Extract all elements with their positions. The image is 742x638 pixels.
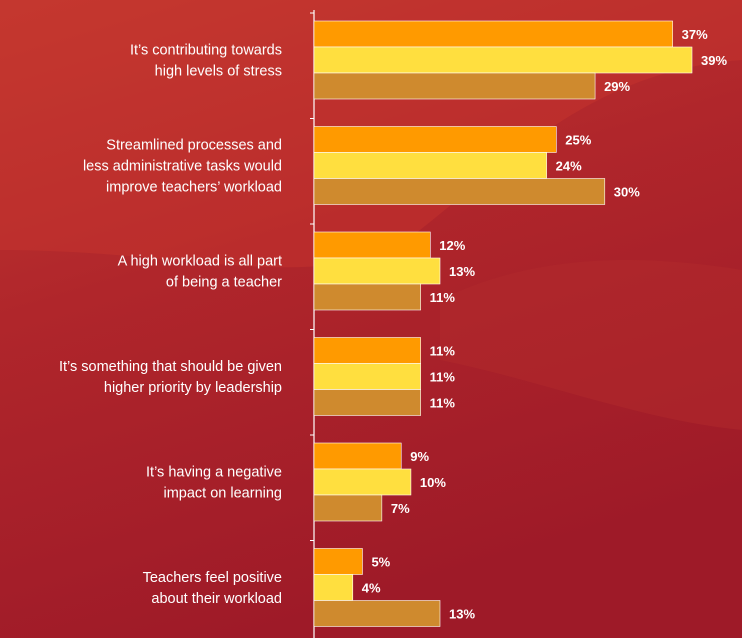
bar-series-1 [313, 548, 363, 575]
bar-series-1 [313, 442, 402, 470]
bar-series-2 [313, 46, 693, 74]
bar-series-2 [313, 574, 354, 601]
bar-series-1 [313, 337, 421, 364]
category-label: Streamlined processes and less administra… [83, 138, 282, 196]
data-label: 29% [604, 79, 630, 94]
data-label: 9% [410, 449, 429, 464]
bar-series-2 [313, 152, 547, 179]
bar-series-1 [313, 126, 557, 153]
data-label: 7% [391, 501, 410, 516]
category-label: It’s having a negative impact on learning [146, 465, 282, 502]
category-label: Teachers feel positive about their worklo… [143, 570, 282, 607]
data-label: 11% [430, 290, 456, 305]
bar-series-3 [313, 389, 421, 416]
bar-series-2 [313, 257, 441, 285]
bar-series-3 [313, 72, 596, 100]
data-label: 11% [430, 344, 456, 359]
data-label: 25% [565, 133, 591, 148]
bar-series-3 [313, 494, 383, 522]
data-label: 13% [449, 607, 475, 622]
data-label: 24% [556, 159, 582, 174]
bar-series-3 [313, 600, 441, 627]
data-label: 37% [682, 27, 708, 42]
data-label: 30% [614, 185, 640, 200]
bar-series-2 [313, 468, 412, 496]
data-label: 11% [430, 370, 456, 385]
category-label: A high workload is all part of being a te… [118, 254, 283, 291]
bar-series-3 [313, 283, 421, 311]
data-label: 12% [439, 238, 465, 253]
data-label: 11% [430, 396, 456, 411]
data-label: 5% [371, 555, 390, 570]
data-label: 4% [362, 581, 381, 596]
data-label: 39% [701, 53, 727, 68]
data-label: 13% [449, 264, 475, 279]
bar-series-3 [313, 178, 606, 205]
bar-series-2 [313, 363, 421, 390]
category-label: It’s contributing towards high levels of … [130, 43, 282, 80]
bar-series-1 [313, 20, 673, 48]
category-label: It’s something that should be given highe… [59, 359, 282, 396]
data-label: 10% [420, 475, 446, 490]
bar-series-1 [313, 231, 431, 259]
